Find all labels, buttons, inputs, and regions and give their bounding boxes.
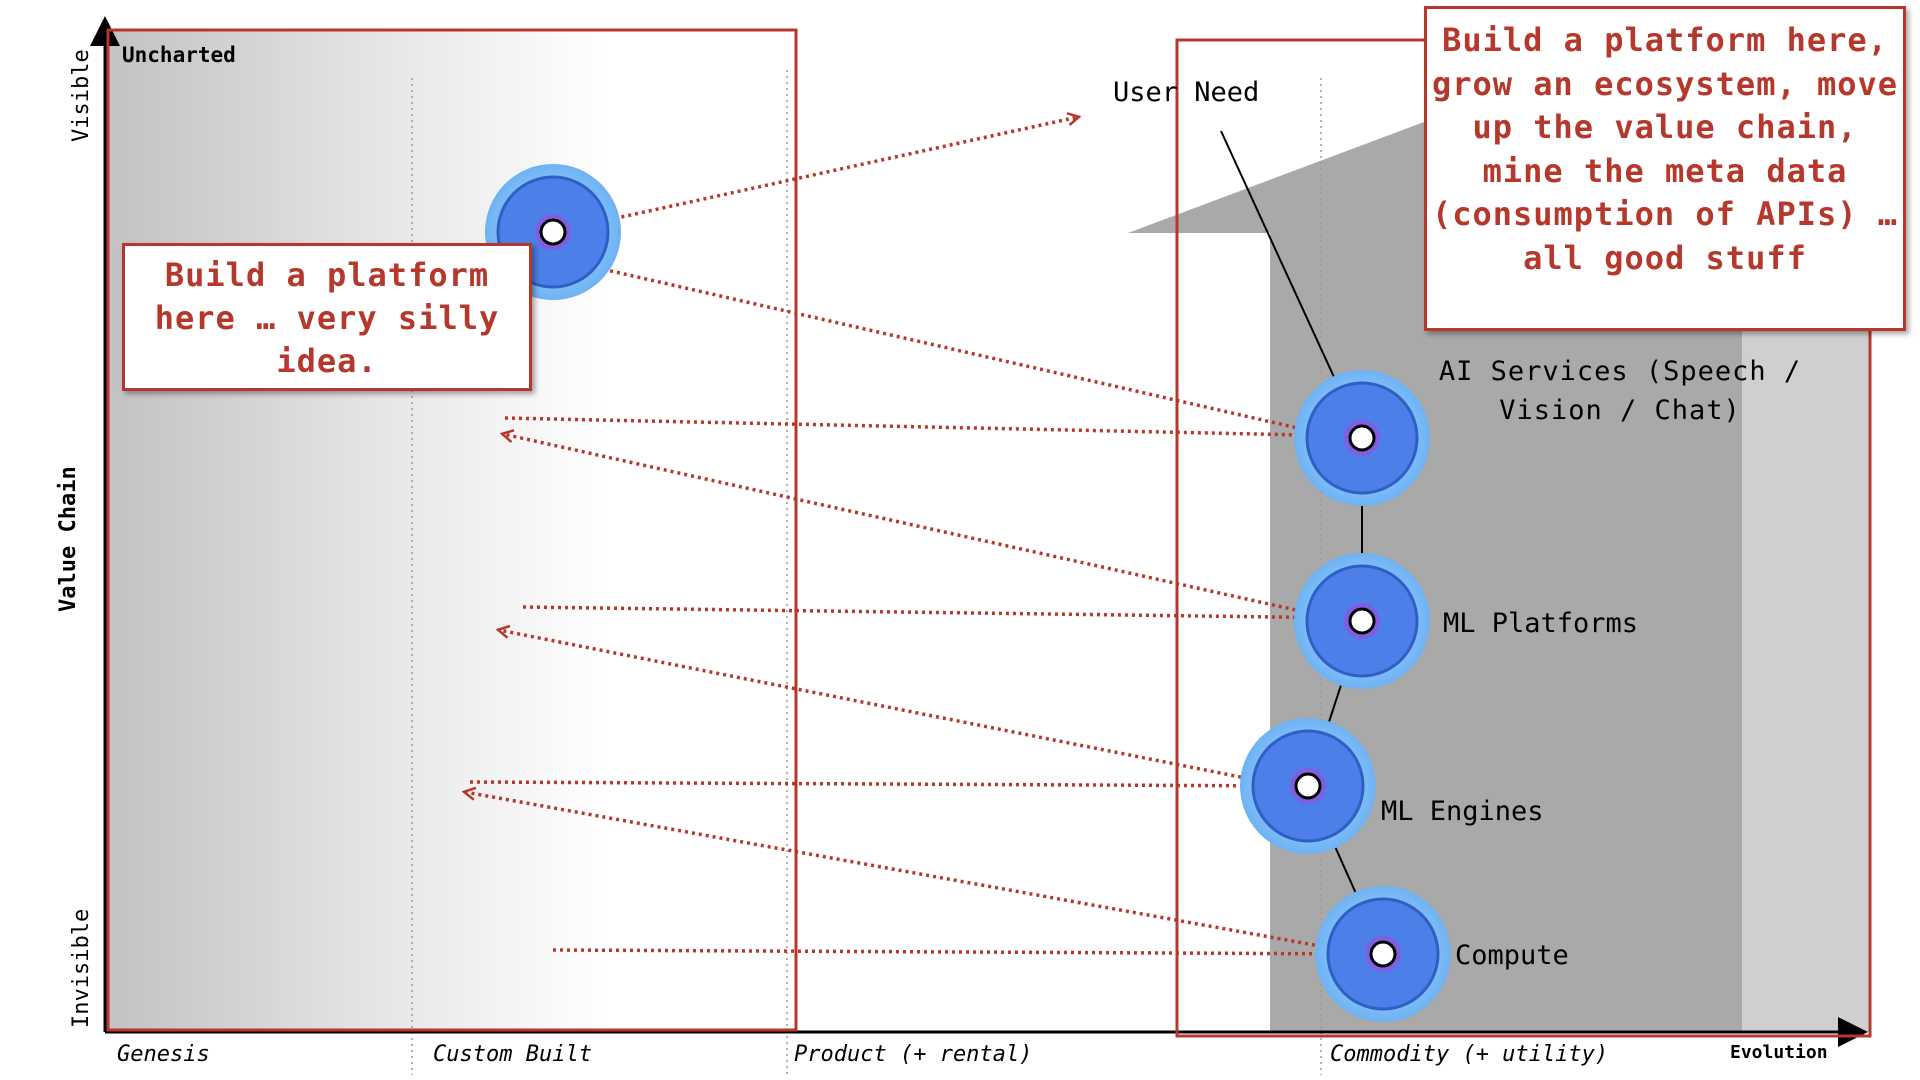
stage-product: Product (+ rental) bbox=[794, 1042, 1032, 1067]
label-user-need: User Need bbox=[1113, 77, 1259, 108]
stage-custom-built: Custom Built bbox=[433, 1042, 592, 1067]
node-ml-platforms bbox=[1294, 553, 1430, 689]
label-ai-services: AI Services (Speech / Vision / Chat) bbox=[1438, 356, 1802, 426]
stage-commodity: Commodity (+ utility) bbox=[1330, 1042, 1608, 1067]
label-compute: Compute bbox=[1455, 940, 1569, 971]
node-ai-services bbox=[1294, 370, 1430, 506]
y-axis-bottom-label: Invisible bbox=[69, 909, 94, 1028]
stage-genesis: Genesis bbox=[117, 1042, 210, 1067]
label-ai-services-wrap: AI Services (Speech / Vision / Chat) bbox=[1438, 356, 1802, 426]
node-compute bbox=[1315, 886, 1451, 1022]
y-axis-top-label: Visible bbox=[69, 49, 94, 142]
x-axis-title: Evolution bbox=[1730, 1042, 1828, 1063]
uncharted-frame bbox=[106, 28, 798, 1032]
label-ml-platforms: ML Platforms bbox=[1443, 608, 1638, 639]
note-good-stuff: Build a platform here, grow an ecosystem… bbox=[1424, 6, 1906, 331]
note-silly-idea: Build a platform here … very silly idea. bbox=[122, 243, 532, 391]
region-label-uncharted: Uncharted bbox=[122, 43, 236, 67]
movement-arrows bbox=[465, 117, 1370, 955]
y-axis-title: Value Chain bbox=[56, 466, 81, 612]
label-ml-engines: ML Engines bbox=[1381, 796, 1544, 827]
node-ml-engines bbox=[1240, 718, 1376, 854]
